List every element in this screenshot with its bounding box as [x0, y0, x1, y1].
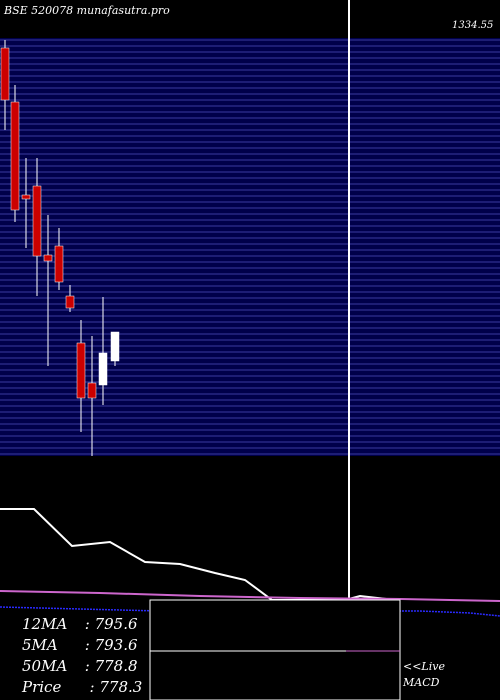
ma-label: 50MA: [22, 657, 68, 675]
candle-body: [65, 295, 75, 309]
candle-body: [21, 194, 31, 200]
price-gridlines: [0, 39, 500, 455]
macd-line: [0, 508, 396, 601]
ma-sep: :: [80, 678, 100, 696]
candle-body: [32, 185, 42, 257]
page-title: BSE 520078 munafasutra.pro: [4, 4, 170, 17]
ma-value: 793.6: [94, 636, 138, 654]
candle-body: [98, 352, 108, 386]
candle-body: [10, 101, 20, 211]
ma-row-5ma: 5MA : 793.6: [22, 635, 142, 656]
ma-label: 12MA: [22, 615, 68, 633]
live-link[interactable]: <<Live: [403, 660, 445, 673]
ma-row-12ma: 12MA : 795.6: [22, 614, 142, 635]
ma-sep: :: [80, 636, 95, 654]
candles: [0, 40, 120, 456]
candle-body: [110, 331, 120, 362]
ma-sep: :: [80, 615, 95, 633]
ma-row-price: Price : 778.3: [22, 677, 142, 698]
ma-sep: :: [80, 657, 95, 675]
candle-body: [76, 342, 86, 399]
ma-value: 795.6: [94, 615, 138, 633]
price-panel-background: [0, 38, 500, 456]
macd-link[interactable]: MACD: [403, 676, 440, 689]
ma-label: 5MA: [22, 636, 58, 654]
ma-line: [0, 590, 500, 602]
ma-value: 778.8: [94, 657, 138, 675]
candle-body: [54, 245, 64, 283]
moving-average-panel: 12MA : 795.6 5MA : 793.6 50MA : 778.8 Pr…: [22, 614, 142, 698]
price-axis-top-label: 1334.55: [452, 20, 494, 31]
ma-row-50ma: 50MA : 778.8: [22, 656, 142, 677]
macd-box: [149, 599, 401, 700]
ma-value: 778.3: [99, 678, 143, 696]
candle-body: [87, 382, 97, 399]
live-macd-link[interactable]: <<Live MACD: [403, 659, 445, 691]
candle-body: [0, 47, 10, 101]
candle-body: [43, 254, 53, 262]
ma-label: Price: [22, 678, 62, 696]
signal-line: [0, 606, 500, 617]
